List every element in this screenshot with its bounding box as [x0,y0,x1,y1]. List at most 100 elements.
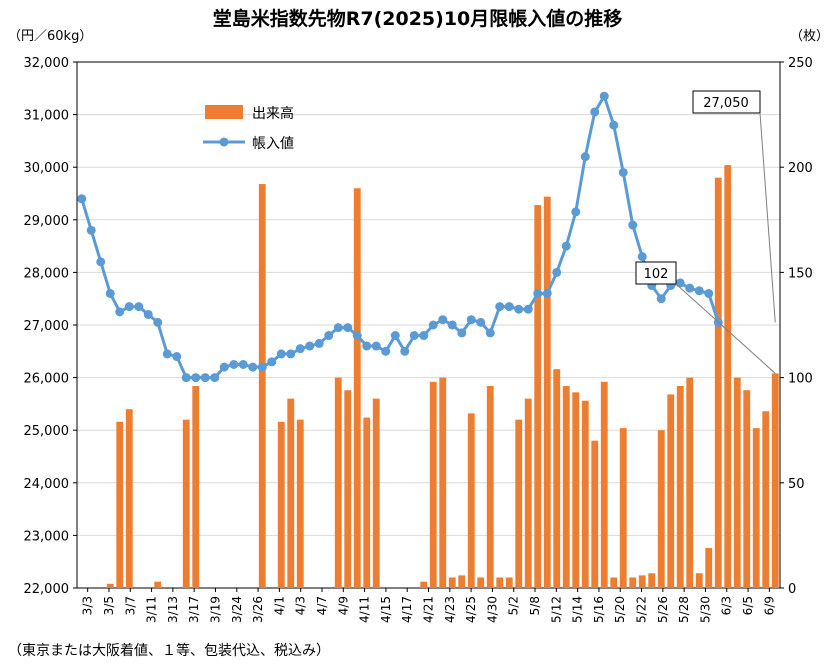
price-point [200,373,210,383]
x-tick-label: 5/16 [592,596,606,623]
legend-swatch-bar [205,105,243,119]
x-tick-label: 4/1 [272,596,286,615]
price-point [333,323,343,333]
price-point [523,304,533,314]
volume-bar [648,573,656,588]
volume-bar [695,573,703,588]
annotation-box-volume [635,261,677,285]
price-point [238,359,248,369]
x-tick-label: 3/19 [208,596,222,623]
volume-bar [705,548,713,588]
x-tick-label: 3/11 [145,596,159,623]
price-point [533,288,543,298]
left-tick-label: 27,000 [24,319,70,334]
left-tick-label: 22,000 [24,582,70,597]
price-point [694,286,704,296]
volume-bar [448,577,456,588]
volume-bar [192,386,200,588]
price-point [153,317,163,327]
price-point [210,373,220,383]
volume-bar [258,184,266,589]
x-tick-label: 5/28 [677,596,691,623]
right-tick-label: 0 [788,582,796,597]
annotation-box-price [692,90,761,114]
volume-bar [619,428,627,588]
x-tick-label: 3/5 [102,596,116,615]
volume-bar [676,386,684,588]
volume-bar [420,581,428,588]
price-point [476,317,486,327]
volume-bar [629,577,637,588]
price-point [314,338,324,348]
volume-bar [496,577,504,588]
x-tick-label: 3/24 [230,596,244,623]
x-tick-label: 5/30 [698,596,712,623]
volume-bar [363,417,371,588]
price-point [466,315,476,325]
x-tick-label: 6/3 [720,596,734,615]
x-tick-label: 3/17 [187,596,201,623]
volume-bar [562,386,570,588]
volume-bar [344,390,352,588]
price-point [96,257,106,267]
volume-bar [429,381,437,588]
volume-bar [591,440,599,588]
volume-bar [287,398,295,588]
x-tick-label: 6/5 [741,596,755,615]
volume-bar [524,398,532,588]
price-point [352,331,362,341]
price-point [495,302,505,312]
price-point [485,328,495,338]
x-tick-label: 4/15 [379,596,393,623]
volume-bar [125,409,133,588]
x-tick-label: 4/3 [294,596,308,615]
price-point [390,331,400,341]
price-point [637,252,647,262]
x-tick-label: 4/21 [422,596,436,623]
price-point [561,241,571,251]
price-point [362,341,372,351]
volume-bar [467,413,475,588]
volume-bar [106,583,114,588]
price-point [191,373,201,383]
x-tick-label: 3/7 [123,596,137,615]
price-point [504,302,514,312]
volume-bar [353,188,361,589]
x-tick-label: 5/2 [507,596,521,615]
price-point [143,309,153,319]
volume-bar [762,411,770,588]
right-axis-unit: （枚） [789,29,829,44]
left-axis-unit: （円／60kg） [8,29,93,44]
price-point [447,320,457,330]
volume-bar [724,165,732,588]
x-tick-label: 5/26 [656,596,670,623]
right-tick-label: 100 [788,372,813,387]
x-tick-label: 4/25 [464,596,478,623]
volume-bar [743,390,751,588]
price-point [514,304,524,314]
price-point [609,120,619,130]
price-point [552,267,562,277]
price-point [86,225,96,235]
price-point [105,288,115,298]
annotation-leader-volume [675,283,776,374]
price-point [428,320,438,330]
volume-bar [610,577,618,588]
price-point [276,349,286,359]
price-point [172,352,182,362]
left-tick-label: 28,000 [24,266,70,281]
x-tick-label: 5/12 [549,596,563,623]
volume-bar [534,205,542,588]
volume-bar [296,419,304,588]
volume-bar [154,581,162,588]
left-tick-label: 29,000 [24,214,70,229]
volume-bar [372,398,380,588]
price-point [162,349,172,359]
price-point [685,283,695,293]
x-tick-label: 4/9 [336,596,350,615]
volume-bar [771,373,779,588]
price-point [181,373,191,383]
price-point [618,167,628,177]
right-tick-label: 200 [788,161,813,176]
legend-label-bar: 出来高 [252,105,294,122]
